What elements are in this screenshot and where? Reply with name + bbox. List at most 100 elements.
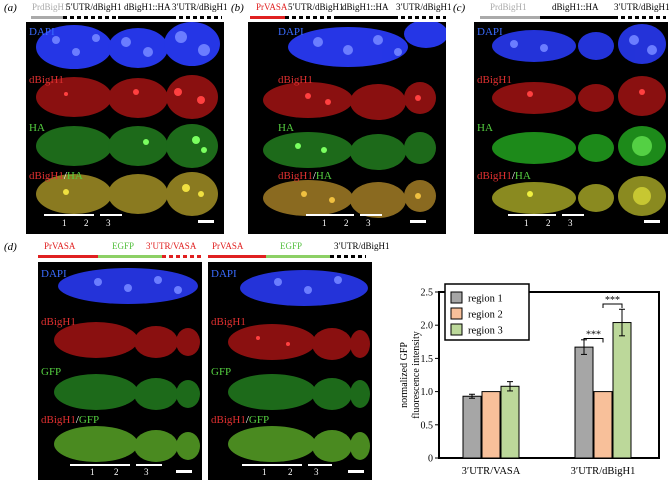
panel-d-label: (d) xyxy=(4,241,17,253)
construct-d-right-egfp-bar xyxy=(266,255,330,258)
category-label: 3′UTR/VASA xyxy=(462,466,521,477)
region-line-d-right xyxy=(242,464,302,466)
bar xyxy=(612,322,632,459)
construct-c-promoter-bar xyxy=(480,16,540,19)
channel-label-gfp-d-left: GFP xyxy=(41,366,62,378)
y-tick-label: 2.5 xyxy=(421,288,434,299)
significance-bracket xyxy=(602,303,623,308)
channel-label-merge-d-left: dBigH1/GFP xyxy=(41,414,100,426)
panel-b-label: (b) xyxy=(231,2,244,14)
scale-bar-d-right xyxy=(348,470,364,473)
construct-c-cds: dBigH1::HA xyxy=(552,2,599,12)
panel-c-label: (c) xyxy=(453,2,466,14)
bar xyxy=(462,395,482,459)
panel-a-label: (a) xyxy=(4,2,17,14)
channel-label-dapi-d-left: DAPI xyxy=(41,268,67,280)
micrograph-b: DAPI dBigH1 HA dBigH1/HA 1 2 3 xyxy=(248,22,446,234)
y-axis-label-line1: normalized GFP xyxy=(399,342,410,408)
construct-d-left-3utr: 3′UTR/VASA xyxy=(146,241,197,251)
region-line-b-3 xyxy=(360,214,382,216)
construct-a-3utr: 3′UTR/dBigH1 xyxy=(172,2,228,12)
legend: region 1 region 2 region 3 xyxy=(444,283,530,341)
region-3-d-left: 3 xyxy=(144,467,149,477)
channel-label-dbigh1-a: dBigH1 xyxy=(29,74,64,86)
micrograph-d-left: DAPI dBigH1 GFP dBigH1/GFP 1 2 3 xyxy=(38,262,202,480)
significance-label: *** xyxy=(605,295,620,306)
scale-bar-d-left xyxy=(176,470,192,473)
construct-d-left-egfp: EGFP xyxy=(112,241,135,251)
dbigh1-egg-chamber-a xyxy=(36,75,218,119)
construct-d-right-3utr-bar xyxy=(330,255,366,258)
construct-b-3utr: 3′UTR/dBigH1 xyxy=(396,2,452,12)
legend-swatch xyxy=(450,307,463,320)
channel-label-ha-c: HA xyxy=(477,122,493,134)
y-axis: 0 0.5 1.0 1.5 2.0 2.5 xyxy=(421,288,439,465)
channel-label-dapi-d-right: DAPI xyxy=(211,268,237,280)
bars xyxy=(462,308,632,459)
micrograph-d-right: DAPI dBigH1 GFP dBigH1/GFP 1 2 3 xyxy=(208,262,372,480)
channel-label-dbigh1-b: dBigH1 xyxy=(278,74,313,86)
construct-d-left-egfp-bar xyxy=(98,255,162,258)
region-3-b: 3 xyxy=(366,218,371,228)
scale-bar-b xyxy=(410,220,426,223)
region-2-b: 2 xyxy=(344,218,349,228)
micrograph-a: DAPI dBigH1 HA dBigH1/HA 1 2 3 xyxy=(26,22,224,234)
category-label: 3′UTR/dBigH1 xyxy=(571,466,636,477)
construct-a-promoter-bar xyxy=(31,16,63,19)
region-2-d-left: 2 xyxy=(114,467,119,477)
region-line-a xyxy=(44,214,94,216)
category-labels: 3′UTR/VASA 3′UTR/dBigH1 xyxy=(462,466,636,477)
legend-label: region 2 xyxy=(468,310,503,321)
channel-label-dbigh1-d-right: dBigH1 xyxy=(211,316,246,328)
channel-label-dapi-a: DAPI xyxy=(29,26,55,38)
channel-label-dapi-b: DAPI xyxy=(278,26,304,38)
micrograph-c: DAPI dBigH1 HA dBigH1/HA 1 2 3 xyxy=(474,22,668,234)
construct-a-promoter: PrdBigH1 xyxy=(32,2,69,12)
region-1-b: 1 xyxy=(322,218,327,228)
construct-d-right-promoter: PrVASA xyxy=(212,241,244,251)
construct-b-5utr: 5′UTR/dBigH1 xyxy=(288,2,344,12)
construct-d-right-egfp: EGFP xyxy=(280,241,303,251)
construct-c-3utr-bar xyxy=(614,16,666,19)
construct-d-left-promoter-bar xyxy=(38,255,98,258)
bar xyxy=(574,346,594,459)
construct-d-left-3utr-bar xyxy=(162,255,202,258)
construct-d-right-promoter-bar xyxy=(208,255,266,258)
construct-b-3utr-bar xyxy=(394,16,446,19)
region-1-a: 1 xyxy=(62,218,67,228)
region-2-a: 2 xyxy=(84,218,89,228)
construct-c-3utr: 3′UTR/dBigH1 xyxy=(614,2,669,12)
channel-label-gfp-d-right: GFP xyxy=(211,366,232,378)
channel-label-dbigh1-c: dBigH1 xyxy=(477,74,512,86)
scale-bar-c xyxy=(644,220,660,223)
channel-label-merge-c: dBigH1/HA xyxy=(477,170,531,182)
region-line-b xyxy=(306,214,354,216)
construct-d-right-3utr: 3′UTR/dBigH1 xyxy=(334,241,390,251)
channel-label-merge-a: dBigH1/HA xyxy=(29,170,83,182)
legend-swatch xyxy=(450,323,463,336)
region-1-c: 1 xyxy=(524,218,529,228)
region-1-d-right: 1 xyxy=(262,467,267,477)
channel-label-merge-d-right: dBigH1/GFP xyxy=(211,414,270,426)
region-2-d-right: 2 xyxy=(288,467,293,477)
y-tick-label: 0.5 xyxy=(421,420,434,431)
legend-label: region 3 xyxy=(468,326,503,337)
scale-bar-a xyxy=(198,220,214,223)
construct-b-promoter: PrVASA xyxy=(256,2,288,12)
legend-label: region 1 xyxy=(468,294,503,305)
construct-b-cds-bar xyxy=(338,16,394,19)
construct-b-5utr-bar xyxy=(285,16,338,19)
merge-egg-chamber-a xyxy=(36,172,218,216)
y-tick-label: 1.5 xyxy=(421,354,434,365)
y-axis-label-line2: fluorescence intensity xyxy=(411,331,422,418)
region-3-d-right: 3 xyxy=(314,467,319,477)
region-line-c xyxy=(508,214,556,216)
gfp-intensity-bar-chart: 00.51.01.52.02.5 3′UTR/VASA 3′UTR/dBigH1 … xyxy=(399,283,660,477)
significance-brackets: *** *** xyxy=(583,295,623,343)
channel-label-merge-b: dBigH1/HA xyxy=(278,170,332,182)
region-line-d-right-3 xyxy=(308,464,332,466)
bar xyxy=(481,391,501,459)
significance-label: *** xyxy=(586,329,601,340)
region-2-c: 2 xyxy=(546,218,551,228)
construct-d-left-promoter: PrVASA xyxy=(44,241,76,251)
